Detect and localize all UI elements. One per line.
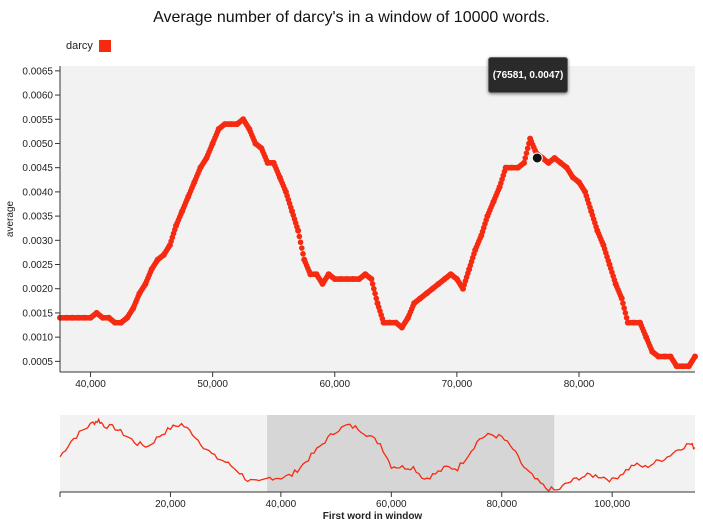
navigator-x-tick-label: 60,000 xyxy=(376,499,407,510)
data-point xyxy=(622,310,629,316)
legend[interactable]: darcy xyxy=(66,40,111,52)
navigator-x-tick-label: 40,000 xyxy=(266,499,297,510)
data-point xyxy=(373,295,380,302)
data-point xyxy=(371,285,377,292)
y-tick-label: 0.0040 xyxy=(22,187,53,198)
y-tick-label: 0.0010 xyxy=(22,333,53,344)
navigator-brush[interactable] xyxy=(267,415,555,492)
x-axis-label: First word in window xyxy=(323,511,423,522)
data-point xyxy=(522,155,529,161)
tooltip: (76581, 0.0047) xyxy=(488,57,568,93)
main-series-points xyxy=(57,116,698,370)
data-point xyxy=(521,159,528,166)
y-tick-label: 0.0055 xyxy=(22,115,53,126)
data-point xyxy=(296,233,303,240)
data-point xyxy=(372,290,378,297)
y-tick-label: 0.0045 xyxy=(22,163,53,174)
data-point xyxy=(298,245,305,251)
navigator-x-tick-label: 100,000 xyxy=(594,499,631,510)
main-axes: 0.0005 0.0010 0.0015 0.0020 0.0025 0.0030 0.00… xyxy=(5,66,695,390)
y-tick-label: 0.0025 xyxy=(22,260,53,271)
navigator-series-line xyxy=(59,417,696,492)
x-tick-label: 60,000 xyxy=(319,379,350,390)
highlight-marker xyxy=(531,152,543,164)
y-tick-label: 0.0015 xyxy=(22,308,53,319)
data-point xyxy=(620,300,626,307)
y-tick-label: 0.0030 xyxy=(22,236,53,247)
navigator-x-tick-label: 20,000 xyxy=(155,499,186,510)
navigator-axes: 20,000 40,000 60,000 80,000 100,000 First wor… xyxy=(59,491,695,522)
data-point xyxy=(692,353,698,360)
data-point xyxy=(623,314,630,321)
y-axis-label: average xyxy=(5,200,16,237)
x-tick-label: 40,000 xyxy=(75,379,106,390)
highlight-point[interactable] xyxy=(531,152,543,164)
chart-title: Average number of darcy's in a window of… xyxy=(153,9,550,26)
y-tick-label: 0.0035 xyxy=(22,212,53,223)
y-tick-label: 0.0005 xyxy=(22,357,53,368)
data-point xyxy=(300,251,306,257)
x-tick-label: 50,000 xyxy=(197,379,228,390)
data-point xyxy=(369,281,376,287)
legend-swatch-darcy xyxy=(98,40,111,52)
data-point xyxy=(295,227,302,234)
x-tick-label: 80,000 xyxy=(564,379,595,390)
y-tick-label: 0.0050 xyxy=(22,139,53,150)
data-point xyxy=(621,305,627,311)
x-tick-label: 70,000 xyxy=(442,379,473,390)
data-point xyxy=(523,150,530,156)
data-point xyxy=(368,276,375,283)
navigator-x-tick-label: 80,000 xyxy=(486,499,517,510)
y-tick-label: 0.0020 xyxy=(22,284,53,295)
y-tick-label: 0.0060 xyxy=(22,91,53,102)
y-tick-label: 0.0065 xyxy=(22,66,53,77)
main-plot-background xyxy=(60,66,695,372)
data-point xyxy=(618,295,625,302)
legend-label-darcy: darcy xyxy=(66,40,93,52)
data-point xyxy=(524,145,531,152)
data-point xyxy=(297,239,304,246)
